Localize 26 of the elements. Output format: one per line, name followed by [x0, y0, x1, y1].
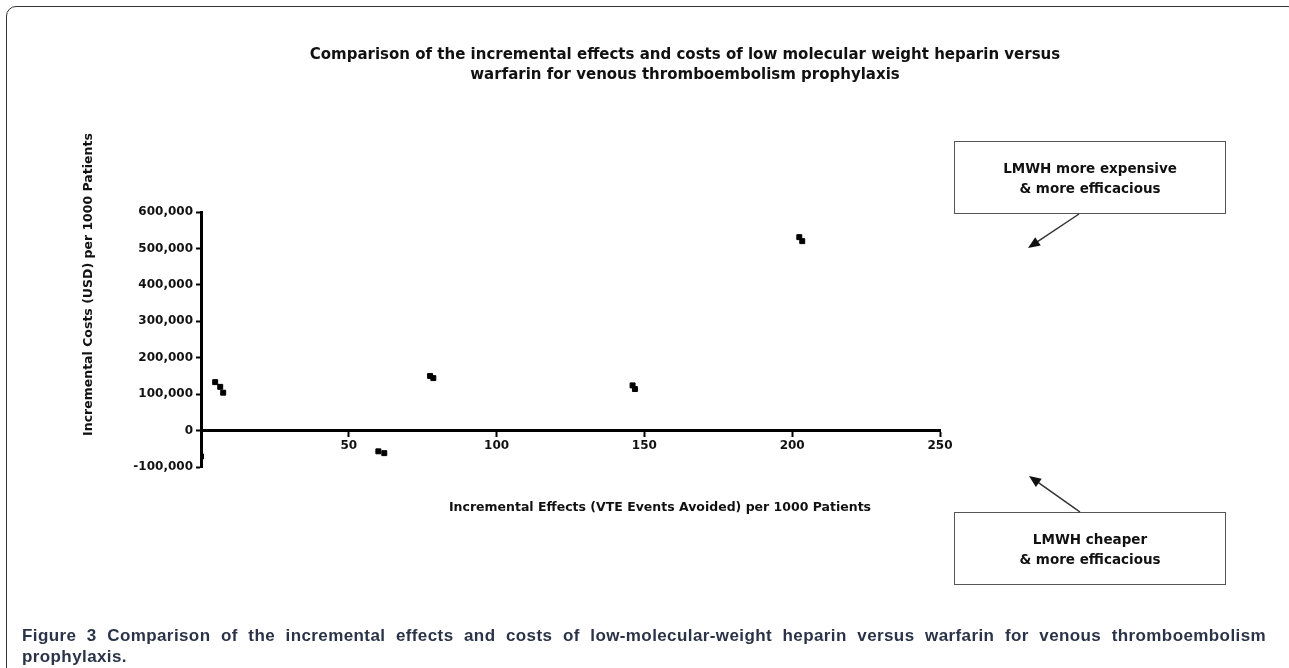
text: LMWH more expensive & more efficacious [954, 141, 1226, 214]
text: LMWH cheaper & more efficacious [954, 512, 1226, 585]
y-tick-label: 200,000 [138, 349, 193, 364]
chart-title: Comparison of the incremental effects and costs of low molecular weight heparin versus warfarin for venous thromboembolism prophylaxis [308, 44, 1062, 84]
point [220, 389, 227, 396]
x-tick-label: 150 [631, 437, 657, 452]
x-axis-title: Incremental Effects (VTE Events Avoided) per 1000 Patients [447, 499, 873, 514]
y-tick-label: 500,000 [138, 240, 193, 255]
point [799, 238, 806, 245]
y-axis-title: Incremental Costs (USD) per 1000 Patients [79, 132, 95, 438]
x-tick-label: 250 [927, 437, 953, 452]
y-tick-label: 600,000 [138, 204, 193, 219]
y-tick-label: 300,000 [138, 313, 193, 328]
y-tick-label: 400,000 [138, 276, 193, 291]
caption: Figure 3 Comparison of the incremental effects and costs of low-molecular-weight heparin versus warfarin for venous thromboembolism prophylaxis. [22, 625, 1266, 667]
point [375, 448, 382, 455]
point [631, 386, 638, 393]
y-tick-label: 100,000 [138, 386, 193, 401]
point [381, 450, 388, 457]
y-tick-label: -100,000 [133, 459, 193, 474]
point [217, 383, 224, 390]
y-tick-label: 0 [184, 422, 193, 437]
point [212, 379, 219, 386]
x-tick-label: 200 [779, 437, 805, 452]
x-tick-label: 100 [484, 437, 510, 452]
x-tick-label: 50 [340, 437, 358, 452]
